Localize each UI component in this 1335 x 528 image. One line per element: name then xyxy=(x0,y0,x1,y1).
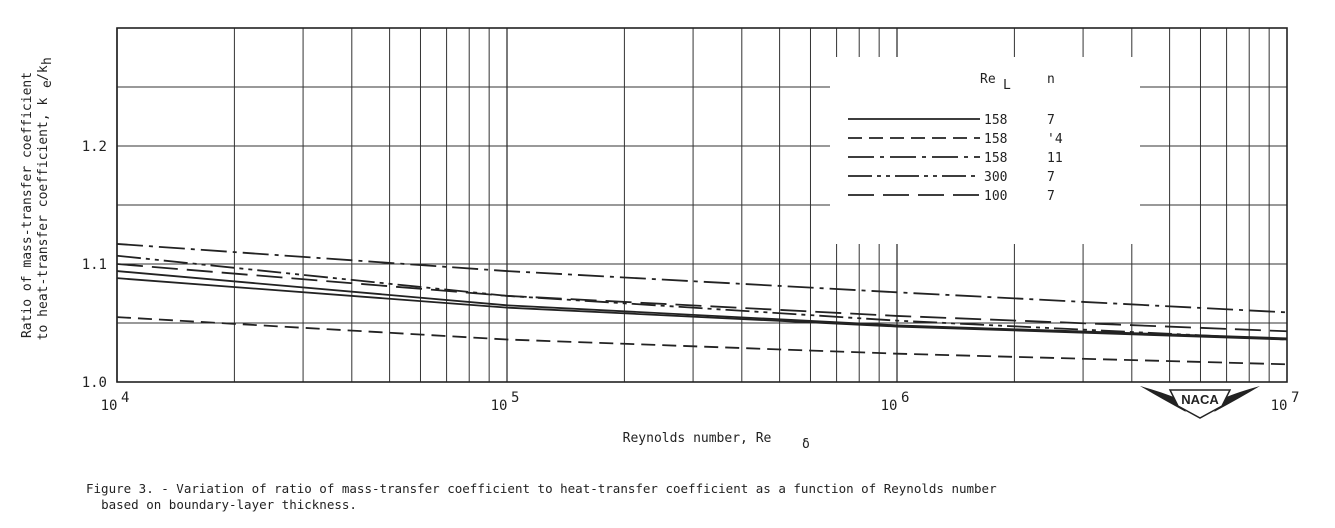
legend-re-value: 158 xyxy=(984,113,1007,128)
series-group xyxy=(116,243,1288,366)
axis-labels: Reynolds number, Re δ Ratio of mass-transf… xyxy=(20,57,810,452)
legend-n-value: 7 xyxy=(1047,170,1055,185)
legend-n-value: 7 xyxy=(1047,189,1055,204)
x-tick-label: 10 xyxy=(491,398,508,414)
series-line-2-long-dash-dot-dot xyxy=(116,254,1288,341)
legend-background xyxy=(830,57,1140,244)
y-axis-label-sub-e: e xyxy=(40,80,55,88)
series-line-5-solid xyxy=(116,277,1288,341)
naca-logo-text: NACA xyxy=(1181,392,1219,407)
naca-shield xyxy=(1168,389,1232,419)
legend-n-value: 11 xyxy=(1047,151,1063,166)
series-line-3-long-dash xyxy=(116,263,1288,333)
naca-left-wing xyxy=(1140,386,1186,412)
legend-header-re-sub: L xyxy=(1003,78,1011,93)
plot-frame xyxy=(116,27,1288,383)
series-line-1-long-dash-dot xyxy=(116,243,1288,314)
naca-right-wing xyxy=(1214,386,1260,412)
y-axis-label-line-1: Ratio of mass-transfer coefficient xyxy=(20,72,35,338)
legend-re-value: 158 xyxy=(984,132,1007,147)
legend-header-re: Re xyxy=(980,72,996,87)
series-line-6-short-dash xyxy=(116,316,1288,366)
legend-re-value: 158 xyxy=(984,151,1007,166)
x-tick-label: 10 xyxy=(881,398,898,414)
x-axis-label-subscript: δ xyxy=(802,437,810,452)
y-tick-label: 1.1 xyxy=(82,257,107,273)
grid xyxy=(116,27,1288,383)
caption-line-1: Figure 3. - Variation of ratio of mass-t… xyxy=(86,481,997,496)
legend-re-value: 300 xyxy=(984,170,1007,185)
x-tick-exponent: 6 xyxy=(901,390,909,406)
figure-caption: Figure 3. - Variation of ratio of mass-t… xyxy=(86,481,1326,513)
series-line-4-solid xyxy=(116,270,1288,340)
tick-labels: 1.01.11.210 4 10 5 10 6 10 7 xyxy=(82,139,1300,414)
legend-re-value: 100 xyxy=(984,189,1007,204)
y-axis-label: Ratio of mass-transfer coefficient to hea… xyxy=(20,57,55,340)
y-tick-label: 1.0 xyxy=(82,375,107,391)
y-axis-label-slash: /k xyxy=(36,65,51,81)
naca-logo: NACA xyxy=(1138,384,1262,420)
x-tick-exponent: 7 xyxy=(1291,390,1299,406)
x-tick-exponent: 4 xyxy=(121,390,129,406)
legend-n-value: '4 xyxy=(1047,132,1063,147)
caption-line-2: based on boundary-layer thickness. xyxy=(86,497,357,512)
legend-n-value: 7 xyxy=(1047,113,1055,128)
legend-header-n: n xyxy=(1047,72,1055,87)
y-axis-label-line-2: to heat-transfer coefficient, k xyxy=(36,98,51,341)
y-tick-label: 1.2 xyxy=(82,139,107,155)
y-axis-label-sub-h: h xyxy=(40,57,55,65)
x-axis-label: Reynolds number, Re xyxy=(623,431,772,446)
x-tick-label: 10 xyxy=(101,398,118,414)
x-tick-label: 10 xyxy=(1271,398,1288,414)
x-tick-exponent: 5 xyxy=(511,390,519,406)
